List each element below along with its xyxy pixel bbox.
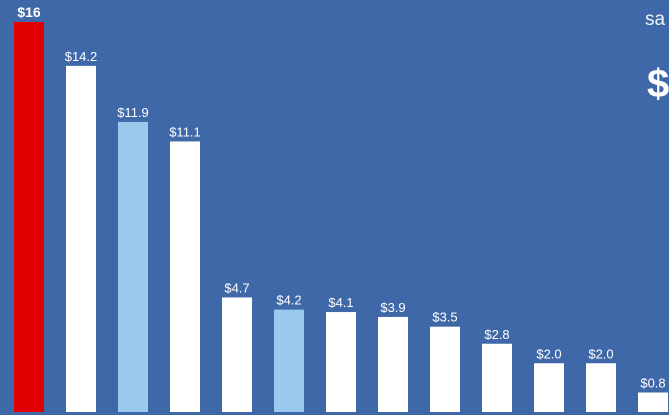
bar-value-label-11: $2.0 [536, 346, 561, 361]
bar-3 [118, 121, 148, 412]
bar-4 [170, 141, 200, 412]
bar-11 [534, 363, 564, 412]
bar-8 [378, 316, 408, 412]
bar-5 [222, 297, 252, 412]
bar-value-label-13: $0.8 [640, 376, 665, 391]
bar-value-label-12: $2.0 [588, 346, 613, 361]
bar-value-label-9: $3.5 [432, 310, 457, 325]
bar-1 [14, 22, 44, 412]
bar-7 [326, 312, 356, 412]
bar-9 [430, 326, 460, 412]
side-panel-label: sa [645, 9, 666, 30]
bar-12 [586, 363, 616, 412]
bar-value-label-3: $11.9 [117, 105, 149, 120]
bar-6 [274, 309, 304, 412]
bar-value-label-8: $3.9 [380, 300, 405, 315]
bar-value-label-7: $4.1 [328, 295, 353, 310]
bar-value-label-5: $4.7 [224, 280, 249, 295]
bar-value-label-2: $14.2 [65, 49, 98, 64]
bar-2 [66, 65, 96, 412]
bar-10 [482, 343, 512, 412]
bar-value-label-6: $4.2 [276, 293, 301, 308]
bar-13 [638, 392, 668, 412]
side-panel-value: $ [647, 62, 669, 106]
bar-value-label-10: $2.8 [484, 327, 509, 342]
bar-value-label-4: $11.1 [169, 124, 201, 139]
bar-value-label-1: $16 [17, 4, 41, 20]
